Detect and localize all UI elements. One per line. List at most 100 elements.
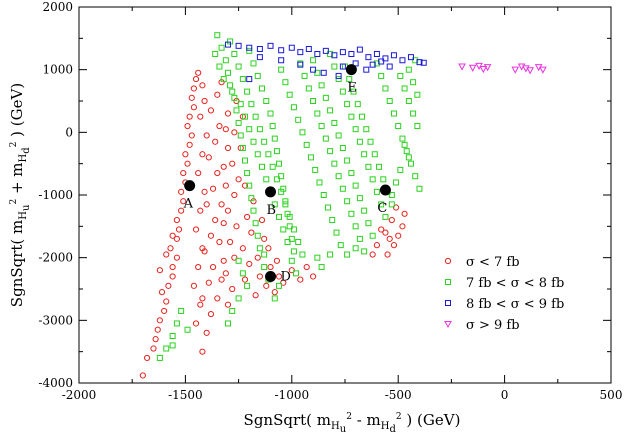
data-point: [173, 235, 180, 242]
data-point: [273, 257, 281, 264]
data-point: [143, 354, 151, 362]
data-point: [267, 263, 274, 271]
data-point: [288, 235, 295, 242]
data-point: [303, 263, 310, 271]
legend-marker: [445, 279, 451, 285]
legend-label: 8 fb < σ < 9 fb: [466, 297, 564, 312]
data-point: [214, 169, 221, 177]
series-0: [139, 69, 408, 379]
data-point: [244, 282, 251, 289]
benchmark-label: E: [347, 81, 357, 96]
data-point: [205, 279, 212, 286]
data-point: [361, 151, 368, 158]
data-point: [195, 263, 202, 271]
data-point: [235, 119, 242, 126]
y-tick-label: 0: [65, 125, 73, 139]
data-point: [373, 60, 380, 67]
data-point: [318, 123, 325, 130]
data-point: [248, 101, 255, 108]
data-point: [212, 216, 219, 224]
data-point: [390, 242, 398, 249]
data-point: [263, 98, 270, 104]
data-point: [286, 223, 293, 230]
data-point: [222, 270, 229, 277]
data-point: [233, 107, 240, 114]
data-point: [278, 47, 285, 54]
data-point: [227, 82, 234, 89]
data-point: [199, 295, 206, 302]
data-point: [152, 336, 159, 343]
data-point: [248, 229, 255, 236]
data-point: [256, 54, 263, 61]
data-point: [420, 59, 427, 66]
data-point: [401, 85, 408, 92]
data-point: [186, 141, 193, 148]
data-point: [356, 138, 363, 145]
data-point: [163, 251, 170, 258]
data-point: [318, 82, 325, 89]
y-tick-label: 2000: [42, 0, 73, 14]
data-point: [386, 235, 393, 242]
data-point: [192, 75, 200, 83]
data-point: [220, 163, 227, 170]
data-point: [331, 160, 338, 167]
data-point: [416, 185, 423, 192]
data-point: [407, 54, 414, 61]
data-point: [254, 232, 261, 239]
plot-frame: [78, 6, 612, 384]
data-point: [235, 257, 242, 264]
data-point: [395, 232, 402, 239]
data-point: [290, 248, 297, 255]
data-point: [169, 342, 176, 349]
data-point: [261, 235, 268, 242]
points-layer: [139, 32, 547, 379]
data-point: [276, 160, 283, 167]
data-point: [373, 242, 381, 249]
data-point: [380, 176, 387, 183]
data-point: [231, 191, 238, 199]
data-point: [218, 201, 225, 208]
data-point: [282, 79, 289, 86]
data-point: [382, 229, 389, 236]
data-point: [365, 163, 372, 170]
data-point: [237, 101, 244, 108]
data-point: [231, 51, 238, 57]
data-point: [233, 223, 240, 230]
data-point: [390, 52, 397, 59]
data-point: [169, 263, 176, 271]
data-point: [356, 46, 363, 53]
data-point: [314, 110, 321, 117]
benchmark-label: D: [281, 269, 291, 284]
data-point: [209, 263, 217, 271]
data-point: [154, 326, 161, 333]
data-point: [182, 151, 189, 158]
data-point: [271, 135, 278, 142]
data-point: [199, 82, 206, 89]
data-point: [365, 54, 372, 61]
data-point: [479, 66, 488, 74]
data-point: [216, 238, 223, 246]
data-point: [239, 76, 246, 83]
data-point: [410, 110, 417, 117]
data-point: [263, 282, 270, 289]
data-point: [246, 44, 253, 51]
data-point: [348, 113, 355, 120]
data-point: [184, 160, 191, 167]
data-point: [212, 51, 219, 57]
data-point: [483, 64, 492, 72]
data-point: [231, 129, 238, 136]
data-point: [163, 345, 170, 352]
data-point: [378, 201, 385, 208]
plot-area-group: A B C D E: [78, 6, 612, 384]
data-point: [386, 63, 393, 70]
data-point: [333, 229, 340, 236]
data-point: [276, 213, 283, 220]
data-point: [246, 47, 253, 54]
data-point: [290, 104, 297, 111]
data-point: [250, 138, 257, 145]
legend-label: σ > 9 fb: [466, 318, 520, 333]
data-point: [269, 123, 276, 130]
y-tick-label: -2000: [38, 251, 73, 265]
data-point: [244, 170, 251, 177]
data-point: [399, 57, 406, 64]
